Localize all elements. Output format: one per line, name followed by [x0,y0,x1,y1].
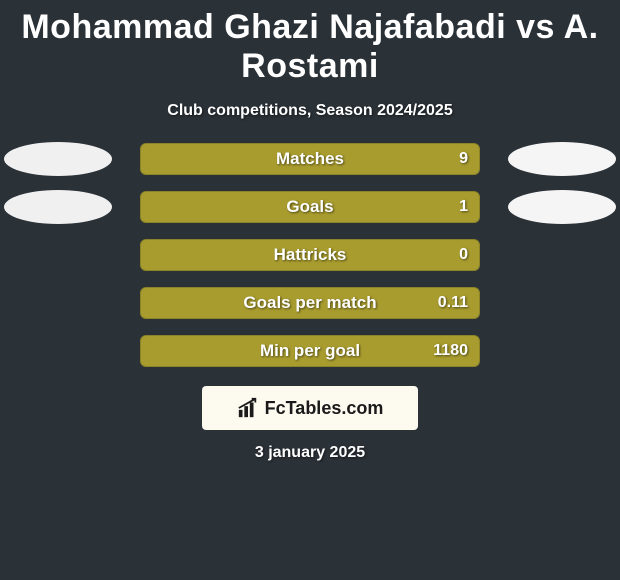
stat-label: Hattricks [274,245,347,265]
right-player-ellipse [508,190,616,224]
stat-value: 0.11 [438,294,468,312]
stat-label: Goals [286,197,333,217]
stat-value: 1 [459,198,468,216]
comparison-widget: Mohammad Ghazi Najafabadi vs A. Rostami … [0,0,620,462]
stat-value: 0 [459,246,468,264]
stat-bar: Hattricks 0 [140,239,480,271]
stats-list: Matches 9 Goals 1 Hattricks 0 Goals per match 0… [0,142,620,368]
stat-row: Matches 9 [0,142,620,176]
page-title: Mohammad Ghazi Najafabadi vs A. Rostami [0,0,620,90]
fctables-logo[interactable]: FcTables.com [202,386,418,430]
stat-value: 1180 [433,342,468,360]
stat-row: Goals 1 [0,190,620,224]
footer-date: 3 january 2025 [0,444,620,462]
subtitle: Club competitions, Season 2024/2025 [0,102,620,120]
logo-text: FcTables.com [265,398,384,419]
stat-label: Goals per match [243,293,376,313]
stat-bar: Min per goal 1180 [140,335,480,367]
stat-bar: Goals 1 [140,191,480,223]
bar-chart-icon [237,397,259,419]
left-player-ellipse [4,142,112,176]
stat-row: Hattricks 0 [0,238,620,272]
stat-bar: Matches 9 [140,143,480,175]
left-player-ellipse [4,190,112,224]
stat-label: Matches [276,149,344,169]
stat-row: Goals per match 0.11 [0,286,620,320]
stat-value: 9 [459,150,468,168]
stat-bar: Goals per match 0.11 [140,287,480,319]
right-player-ellipse [508,142,616,176]
stat-label: Min per goal [260,341,360,361]
stat-row: Min per goal 1180 [0,334,620,368]
